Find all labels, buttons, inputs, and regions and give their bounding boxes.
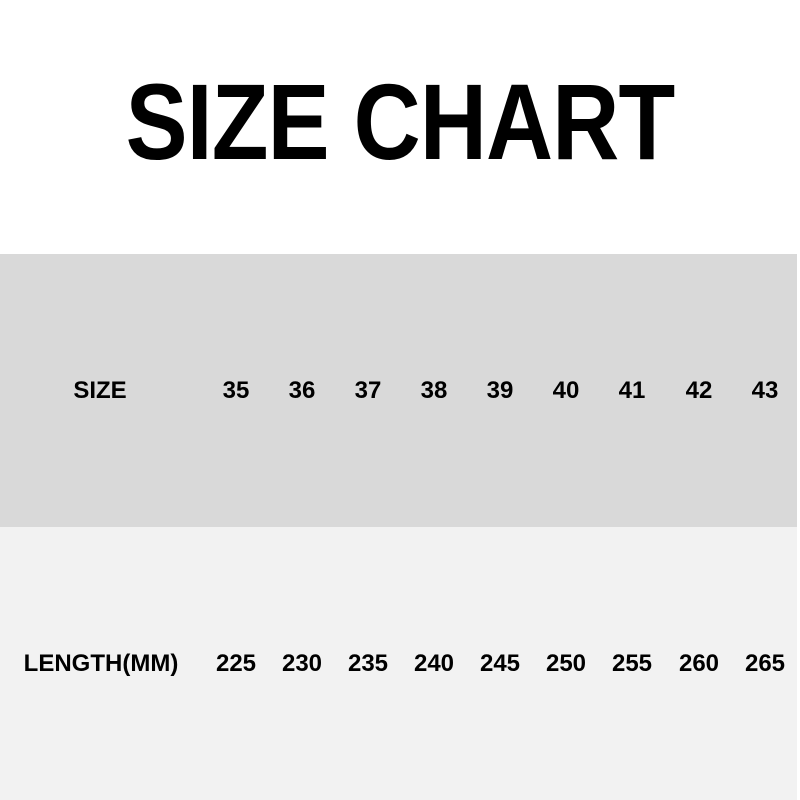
length-row <box>0 527 797 800</box>
table-cell: 225 <box>215 650 257 677</box>
table-cell: 36 <box>288 377 316 404</box>
chart-title: SIZE CHART <box>0 52 800 192</box>
table-cell: 260 <box>678 650 720 677</box>
chart-title-text: SIZE CHART <box>125 61 676 182</box>
table-cell: 35 <box>222 377 250 404</box>
size-row <box>0 254 797 527</box>
table-cell: 265 <box>744 650 786 677</box>
row-label: SIZE <box>73 377 127 404</box>
table-cell: 240 <box>413 650 455 677</box>
table-cell: 43 <box>751 377 779 404</box>
table-cell: 38 <box>420 377 448 404</box>
table-cell: 255 <box>611 650 653 677</box>
table-cell: 39 <box>486 377 514 404</box>
table-cell: 250 <box>545 650 587 677</box>
table-cell: 230 <box>281 650 323 677</box>
table-cell: 42 <box>685 377 713 404</box>
table-cell: 37 <box>354 377 382 404</box>
table-cell: 40 <box>552 377 580 404</box>
table-cell: 41 <box>618 377 646 404</box>
row-label: LENGTH(MM) <box>23 650 179 677</box>
table-cell: 235 <box>347 650 389 677</box>
table-cell: 245 <box>479 650 521 677</box>
